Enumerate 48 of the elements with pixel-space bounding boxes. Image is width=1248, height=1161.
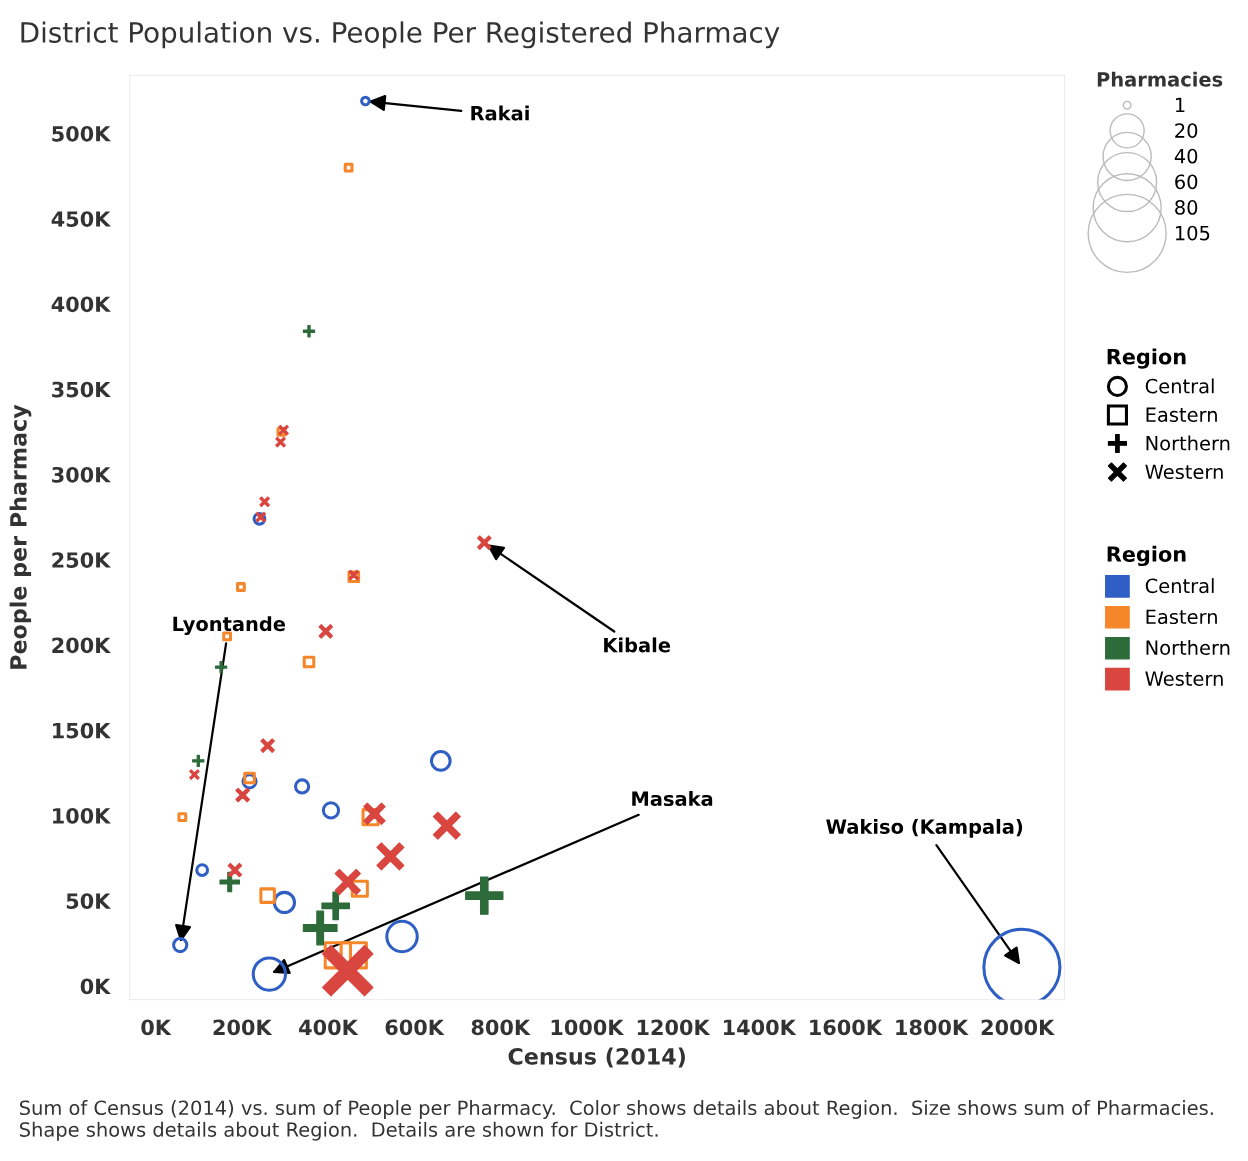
legend-label: 20: [1175, 123, 1198, 138]
legend-label: 105: [1175, 225, 1210, 241]
y-tick-label: 200K: [52, 637, 111, 654]
y-tick-label: 400K: [51, 296, 111, 313]
text: Pharmacies: [1097, 71, 1223, 87]
x-tick-label: 1000K: [551, 1019, 625, 1036]
x-tick-label: 1400K: [723, 1019, 797, 1036]
annotation: Masaka: [632, 791, 713, 807]
legend-label: Western: [1145, 671, 1223, 686]
y-tick-label: 50K: [66, 893, 111, 909]
legend-label: Eastern: [1146, 609, 1217, 625]
y-tick-label: 500K: [52, 125, 111, 142]
legend-label: Northern: [1146, 639, 1230, 656]
legend-label: 40: [1174, 148, 1198, 164]
text: Northern: [1146, 435, 1230, 451]
x-tick-label: 200K: [213, 1019, 273, 1036]
y-tick-label: 300K: [52, 466, 111, 483]
x-tick-label: 800K: [471, 1019, 531, 1036]
chart-title: District Population vs. People Per Registered Pharmacy: [21, 21, 780, 49]
x-tick-label: 400K: [299, 1019, 359, 1036]
y-tick-label: 250K: [52, 552, 111, 568]
legend-label: 60: [1175, 174, 1198, 190]
x-axis-title: Census (2014): [508, 1047, 685, 1068]
text: Sum of Census (2014) vs. sum of People per Pharmacy. Color shows details about Region. Size shows sum of Pharmacies. Shape shows details about Region. Details are shown for District.: [20, 1100, 1213, 1141]
y-axis-title: People per Pharmacy: [9, 404, 32, 669]
x-tick-label: 1200K: [637, 1019, 711, 1036]
text: Western: [1145, 464, 1223, 480]
text: Central: [1145, 378, 1214, 394]
legend-label: 80: [1175, 200, 1198, 215]
annotation: Kibale: [604, 637, 671, 653]
y-tick-label: 0K: [80, 978, 111, 995]
y-tick-label: 450K: [51, 211, 111, 227]
y-tick-label: 150K: [53, 722, 111, 739]
text: Region: [1107, 545, 1186, 567]
legend-label: Central: [1145, 578, 1214, 594]
text: Region: [1107, 348, 1186, 369]
text: Eastern: [1146, 407, 1217, 423]
x-tick-label: 2000K: [981, 1019, 1055, 1036]
annotation: Rakai: [471, 105, 529, 121]
legend-label: 1: [1175, 97, 1185, 113]
x-tick-label: 1800K: [896, 1019, 969, 1036]
annotation: Wakiso (Kampala): [826, 818, 1023, 838]
annotation: Lyontande: [173, 616, 286, 636]
y-tick-label: 350K: [52, 381, 111, 398]
x-tick-label: 0K: [141, 1019, 172, 1036]
y-tick-label: 100K: [53, 807, 111, 824]
x-tick-label: 1600K: [810, 1019, 883, 1036]
x-tick-label: 600K: [385, 1019, 445, 1036]
